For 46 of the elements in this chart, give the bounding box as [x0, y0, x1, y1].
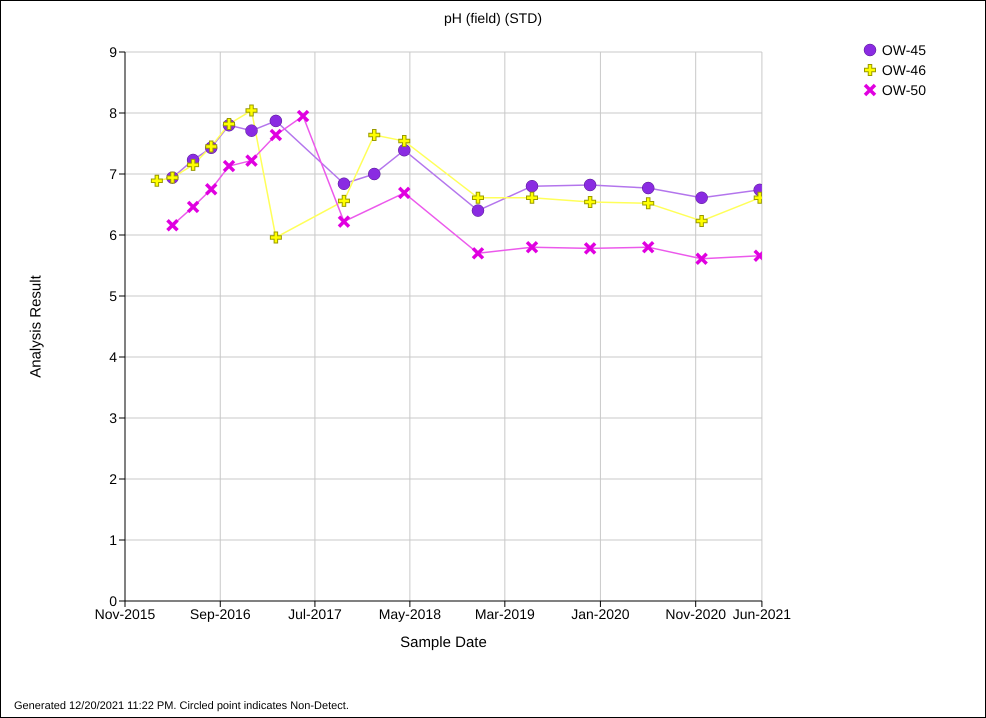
legend-label: OW-45 [882, 42, 926, 58]
y-tick-label: 7 [109, 166, 118, 182]
point [584, 178, 596, 192]
point [525, 240, 539, 254]
x-tick-label: Jan-2020 [571, 606, 630, 622]
point [337, 214, 351, 228]
point [526, 180, 538, 192]
point [368, 168, 381, 180]
point [244, 154, 258, 168]
point [472, 204, 484, 217]
point [245, 124, 258, 137]
chart-title: pH (field) (STD) [442, 10, 543, 26]
x-tick-label: Nov-2020 [665, 606, 726, 622]
point [338, 178, 350, 190]
point [694, 252, 708, 266]
y-tick-label: 2 [109, 470, 118, 487]
y-tick-label: 4 [109, 348, 118, 365]
point [642, 182, 654, 194]
x-tick-label: May-2018 [378, 606, 442, 622]
y-axis-title: Analysis Result [27, 274, 44, 378]
point [583, 242, 597, 256]
point [270, 114, 282, 128]
point [204, 182, 218, 196]
y-tick-label: 3 [109, 410, 118, 426]
point [641, 240, 655, 254]
legend-label: OW-46 [882, 62, 926, 78]
point [166, 218, 180, 232]
x-axis-title: Sample Date [400, 634, 487, 651]
x-tick-label: Jun-2021 [732, 606, 792, 622]
y-tick-label: 8 [109, 104, 118, 121]
x-tick-label: Jul-2017 [288, 606, 342, 622]
x-tick-label: Mar-2019 [474, 606, 535, 622]
y-tick-label: 6 [109, 226, 118, 243]
point [222, 159, 236, 173]
point [471, 246, 485, 260]
y-tick-label: 5 [109, 288, 118, 304]
point [398, 186, 411, 200]
y-tick-label: 9 [109, 44, 118, 60]
point [695, 192, 708, 204]
text: Generated 12/20/2021 11:22 PM. Circled point indicates Non-Detect. [14, 700, 349, 712]
point [186, 200, 200, 214]
point [269, 128, 283, 142]
legend-label: OW-50 [882, 82, 926, 98]
y-tick-label: 1 [109, 532, 118, 548]
point [296, 109, 310, 123]
x-tick-label: Sep-2016 [190, 606, 251, 622]
